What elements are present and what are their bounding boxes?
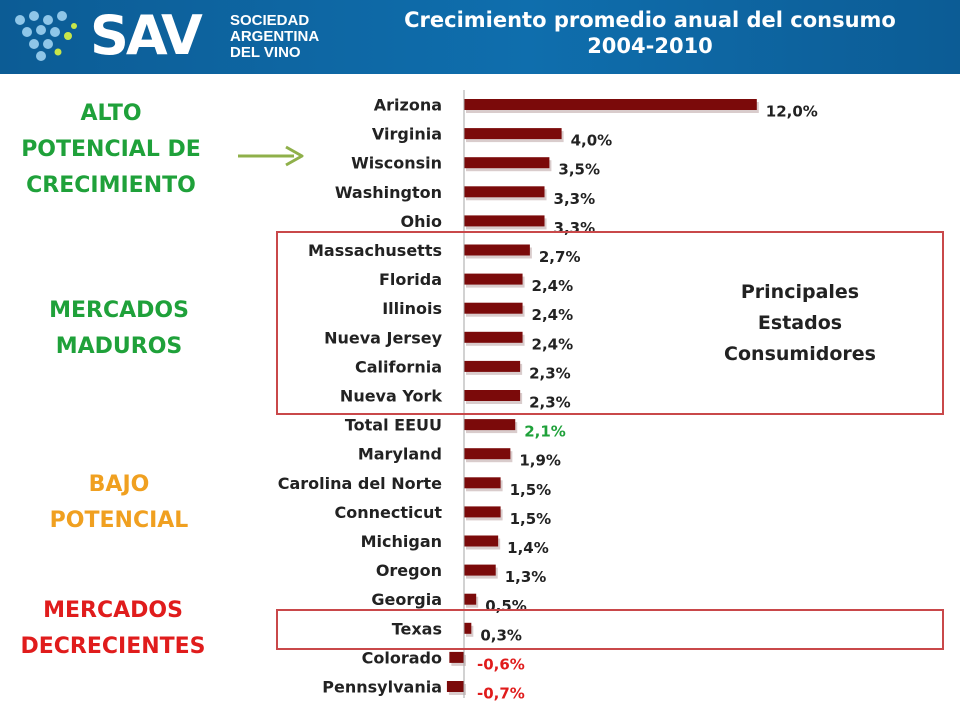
box-label-line: Principales — [740, 281, 860, 303]
box-label-line: Consumidores — [724, 343, 876, 365]
label-line: POTENCIAL — [49, 508, 189, 533]
value-label: 2,4% — [532, 335, 574, 353]
value-label: -0,7% — [477, 685, 525, 703]
bar — [464, 564, 496, 576]
value-label: 3,5% — [558, 161, 600, 179]
category-label: Massachusetts — [308, 241, 442, 260]
arrow-head — [285, 145, 304, 167]
brand-logo: SAV — [90, 4, 203, 67]
category-label: Maryland — [358, 445, 442, 464]
bar — [464, 273, 523, 285]
label-line: BAJO — [88, 472, 150, 497]
bar — [464, 622, 472, 634]
principales-estados-label: Principales Estados Consumidores — [700, 277, 900, 370]
category-label: Nueva York — [340, 387, 442, 406]
bar — [464, 448, 511, 460]
grape-cluster-icon — [15, 11, 77, 61]
bar — [464, 477, 501, 489]
org-name-line: ARGENTINA — [230, 28, 320, 45]
bar — [464, 302, 523, 314]
bar — [446, 681, 464, 692]
bar — [464, 360, 521, 372]
category-label: Wisconsin — [351, 154, 442, 173]
value-label: 1,3% — [505, 568, 547, 586]
category-label: Michigan — [361, 532, 442, 551]
org-name: SOCIEDAD ARGENTINA DEL VINO — [230, 13, 319, 61]
label-line: DECRECIENTES — [20, 634, 206, 659]
value-label: 2,3% — [529, 364, 571, 382]
category-label: Virginia — [372, 125, 442, 144]
org-name-line: DEL VINO — [230, 44, 301, 61]
category-label: Illinois — [382, 299, 442, 318]
category-label: Florida — [379, 270, 442, 289]
value-label: 2,4% — [532, 306, 574, 324]
value-label: 12,0% — [766, 103, 818, 121]
label-line: CRECIMIENTO — [26, 173, 196, 198]
bar — [464, 593, 477, 605]
principales-estados-box — [276, 231, 944, 415]
label-alto-potencial: ALTO POTENCIAL DE CRECIMIENTO — [0, 96, 222, 204]
label-line: POTENCIAL DE — [21, 137, 201, 162]
category-label: Arizona — [374, 96, 442, 115]
org-name-line: SOCIEDAD — [230, 12, 310, 29]
value-label: -0,6% — [477, 655, 525, 673]
bar — [464, 419, 516, 431]
category-label: Georgia — [371, 590, 442, 609]
label-mercados-maduros: MERCADOS MADUROS — [0, 293, 238, 365]
category-label: Carolina del Norte — [278, 474, 442, 493]
chart-title: Crecimiento promedio anual del consumo 2… — [404, 8, 896, 58]
value-label: 1,5% — [510, 481, 552, 499]
bar — [449, 651, 464, 663]
label-line: MERCADOS — [43, 598, 183, 623]
label-line: MADUROS — [55, 334, 183, 359]
category-label: Ohio — [401, 212, 442, 231]
value-label: 3,3% — [554, 190, 596, 208]
category-label: California — [355, 357, 442, 376]
value-label: 2,1% — [524, 423, 566, 441]
label-bajo-potencial: BAJO POTENCIAL — [0, 467, 238, 539]
bar — [464, 244, 530, 256]
category-label: Total EEUU — [345, 416, 442, 435]
bar — [464, 128, 562, 140]
value-label: 4,0% — [571, 132, 613, 150]
bar — [464, 506, 501, 518]
value-label: 1,9% — [519, 452, 561, 470]
category-label: Washington — [335, 183, 442, 202]
label-line: MERCADOS — [49, 298, 189, 323]
category-label: Nueva Jersey — [324, 328, 443, 347]
value-label: 2,4% — [532, 277, 574, 295]
bar — [464, 215, 545, 227]
bar — [464, 186, 545, 198]
category-label: Texas — [392, 619, 442, 638]
category-label: Connecticut — [334, 503, 442, 522]
bar — [464, 331, 523, 343]
box-label-line: Estados — [757, 312, 843, 334]
category-label: Oregon — [376, 561, 442, 580]
texas-box — [276, 609, 944, 650]
right-arrow-icon — [238, 145, 304, 167]
value-label: 0,3% — [480, 626, 522, 644]
value-label: 2,7% — [539, 248, 581, 266]
bar — [464, 157, 550, 169]
value-label: 2,3% — [529, 394, 571, 412]
label-mercados-decrecientes: MERCADOS DECRECIENTES — [0, 593, 226, 665]
header-bar: SAV SOCIEDAD ARGENTINA DEL VINO Crecimie… — [0, 0, 960, 74]
value-label: 1,4% — [507, 539, 549, 557]
category-label: Pennsylvania — [322, 678, 442, 697]
label-line: ALTO — [80, 101, 142, 126]
bar — [464, 99, 757, 110]
bar — [464, 390, 521, 401]
value-label: 1,5% — [510, 510, 552, 528]
bar — [464, 535, 499, 547]
category-label: Colorado — [362, 648, 442, 667]
